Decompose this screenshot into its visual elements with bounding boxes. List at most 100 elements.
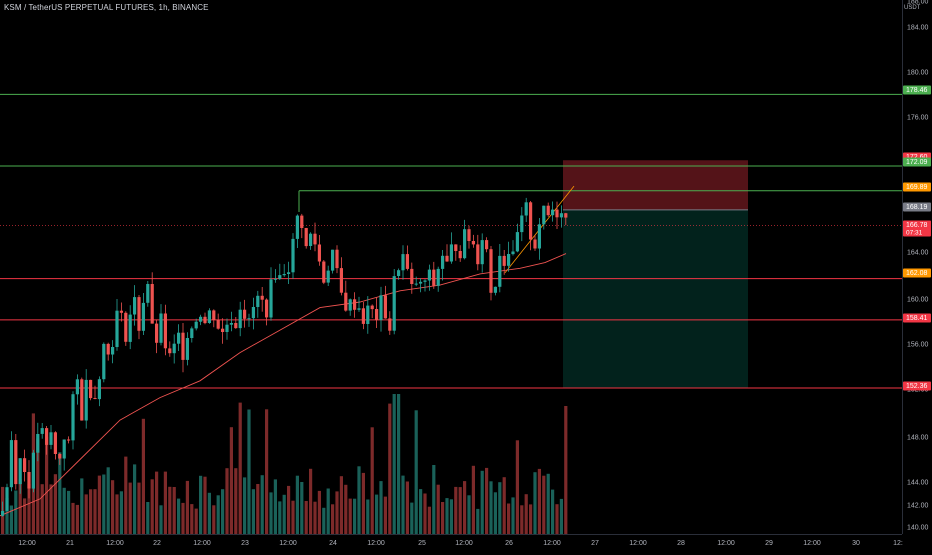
candle-body bbox=[97, 379, 101, 400]
time-tick: 12: bbox=[893, 540, 903, 547]
candle-body bbox=[260, 295, 264, 300]
volume-bar bbox=[89, 489, 93, 534]
volume-bar bbox=[348, 498, 352, 534]
candle bbox=[423, 279, 427, 292]
candle-body bbox=[53, 432, 57, 454]
volume-bar bbox=[339, 476, 343, 534]
candle bbox=[401, 245, 405, 280]
candle bbox=[97, 376, 101, 407]
candle-body bbox=[155, 323, 159, 343]
candle-body bbox=[225, 324, 229, 332]
short-position-tool[interactable] bbox=[563, 160, 748, 388]
time-tick: 30 bbox=[852, 540, 860, 547]
price-tick: 176.00 bbox=[907, 115, 929, 122]
candle bbox=[511, 240, 515, 256]
stop-zone bbox=[563, 160, 748, 210]
candle-body bbox=[256, 295, 260, 307]
volume-bar bbox=[278, 501, 282, 534]
price-tick: 148.00 bbox=[907, 435, 929, 442]
volume-bar bbox=[441, 502, 445, 534]
candle bbox=[115, 299, 119, 351]
candle-body bbox=[449, 244, 453, 262]
candle bbox=[559, 205, 563, 228]
candle bbox=[502, 250, 506, 275]
candle bbox=[533, 235, 537, 251]
volume-bar bbox=[212, 505, 216, 534]
horizontal-levels[interactable] bbox=[0, 93, 902, 389]
candle bbox=[243, 299, 247, 328]
volume-bar bbox=[159, 505, 163, 534]
volume-bar bbox=[137, 482, 141, 534]
volume-bar bbox=[489, 481, 493, 534]
candle-body bbox=[529, 202, 533, 240]
candle bbox=[159, 304, 163, 346]
candle bbox=[471, 234, 475, 248]
candle bbox=[225, 318, 229, 340]
candle bbox=[432, 261, 436, 289]
candle bbox=[313, 222, 317, 252]
candle-body bbox=[493, 286, 497, 293]
candle bbox=[480, 233, 484, 273]
price-badge: 169.89 bbox=[903, 182, 931, 192]
candle-body bbox=[564, 213, 568, 218]
volume-bar bbox=[216, 495, 220, 534]
volume-bar bbox=[564, 406, 568, 534]
volume-bar bbox=[304, 501, 308, 534]
candle-body bbox=[366, 305, 370, 324]
candle-body bbox=[524, 202, 528, 216]
candle-body bbox=[353, 299, 357, 310]
candle-body bbox=[467, 229, 471, 241]
candle bbox=[185, 332, 189, 366]
candle-body bbox=[71, 394, 75, 441]
volume-bar bbox=[177, 498, 181, 534]
candle bbox=[467, 225, 471, 249]
volume-bar bbox=[141, 418, 145, 534]
candle bbox=[45, 426, 49, 455]
time-scale[interactable] bbox=[0, 534, 902, 551]
candle-body bbox=[489, 249, 493, 293]
volume-bar bbox=[559, 498, 563, 534]
volume-bar bbox=[537, 468, 541, 534]
price-scale[interactable] bbox=[902, 0, 932, 534]
candle bbox=[282, 264, 286, 277]
symbol-title[interactable]: KSM / TetherUS PERPETUAL FUTURES, 1h, BI… bbox=[4, 3, 209, 12]
volume-bar bbox=[353, 498, 357, 534]
candle bbox=[194, 318, 198, 331]
candle-body bbox=[445, 255, 449, 262]
candle bbox=[454, 244, 458, 261]
volume-bar bbox=[203, 476, 207, 534]
candle-body bbox=[102, 343, 106, 380]
volume-bar bbox=[40, 484, 44, 534]
candle bbox=[256, 290, 260, 318]
volume-bar bbox=[480, 470, 484, 534]
volume-bar bbox=[163, 471, 167, 534]
price-badge-label: 152.36 bbox=[906, 383, 928, 390]
candle-body bbox=[89, 379, 93, 399]
volume-bar bbox=[335, 491, 339, 534]
volume-bar bbox=[498, 482, 502, 534]
candle bbox=[339, 257, 343, 296]
volume-bar bbox=[133, 464, 137, 534]
volume-bar bbox=[234, 468, 238, 534]
candle bbox=[493, 286, 497, 296]
volume-bar bbox=[58, 452, 62, 534]
volume-bar bbox=[207, 492, 211, 534]
candle-body bbox=[163, 313, 167, 349]
candle bbox=[498, 244, 502, 293]
candle-body bbox=[375, 309, 379, 321]
candle bbox=[436, 266, 440, 292]
candle-body bbox=[128, 314, 132, 342]
candle bbox=[361, 302, 365, 330]
candle bbox=[27, 460, 31, 499]
candle bbox=[111, 340, 115, 364]
candle-body bbox=[432, 269, 436, 286]
volume-bar bbox=[436, 484, 440, 534]
candle bbox=[515, 223, 519, 253]
candle-body bbox=[229, 323, 233, 325]
volume-bar bbox=[119, 491, 123, 534]
candle-body bbox=[199, 316, 203, 322]
candle bbox=[344, 280, 348, 312]
time-tick: 23 bbox=[241, 540, 249, 547]
